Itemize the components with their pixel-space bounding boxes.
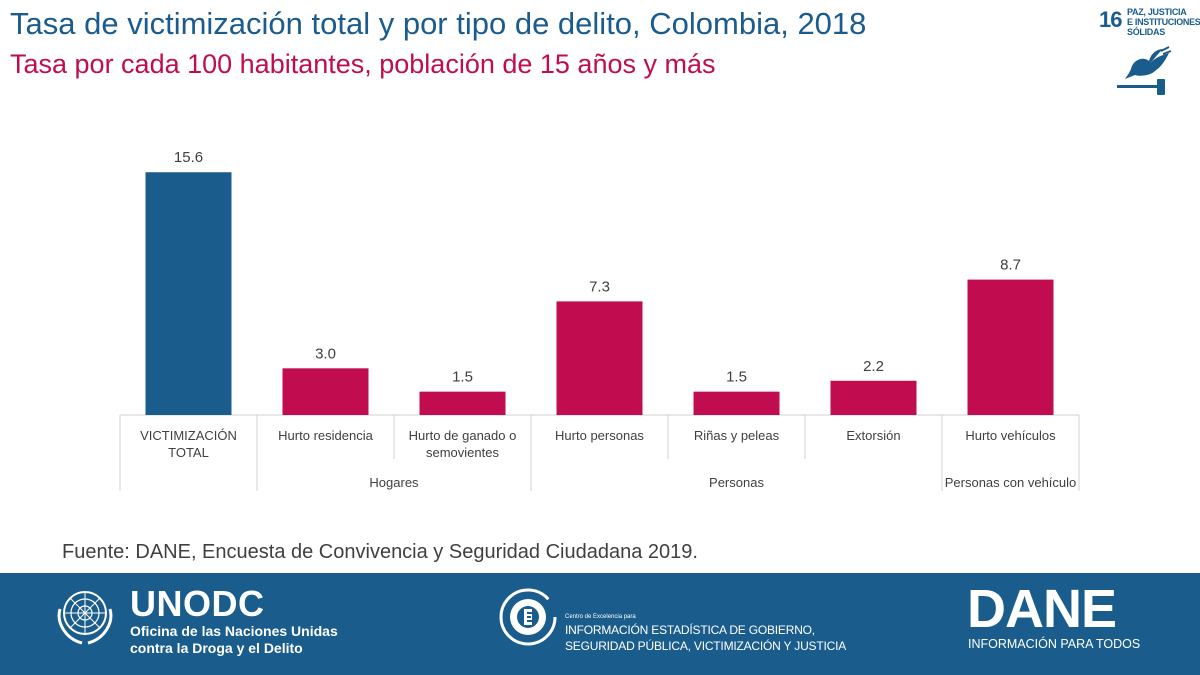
- chart-subtitle: Tasa por cada 100 habitantes, población …: [10, 49, 716, 79]
- dane-tagline: INFORMACIÓN PARA TODOS: [968, 637, 1141, 651]
- data-label: 3.0: [315, 345, 336, 362]
- center-line: INFORMACIÓN ESTADÍSTICA DE GOBIERNO,: [565, 623, 815, 637]
- data-label: 1.5: [452, 369, 473, 386]
- category-label: Hurto residencia: [278, 428, 373, 443]
- category-label: semovientes: [426, 445, 499, 460]
- data-label: 2.2: [863, 358, 884, 375]
- chart-title: Tasa de victimización total y por tipo d…: [10, 6, 867, 41]
- bar: [145, 172, 232, 415]
- category-label: Hurto personas: [555, 428, 644, 443]
- sdg-label-line: SÓLIDAS: [1127, 27, 1165, 37]
- footer-bar: UNODC Oficina de las Naciones Unidas con…: [0, 573, 1200, 675]
- data-label: 7.3: [589, 278, 610, 295]
- data-label: 15.6: [174, 149, 203, 166]
- sdg-label: PAZ, JUSTICIA E INSTITUCIONES SÓLIDAS: [1127, 7, 1200, 37]
- category-label: Hurto vehículos: [965, 428, 1056, 443]
- sdg-label-line: E INSTITUCIONES: [1127, 17, 1200, 27]
- bar-chart: 15.6 VICTIMIZACIÓN TOTAL 3.0 Hurto residenci…: [119, 149, 1080, 491]
- group-label: Hogares: [369, 475, 419, 490]
- sdg-label-line: PAZ, JUSTICIA: [1127, 7, 1187, 17]
- data-label: 1.5: [726, 369, 747, 386]
- category-label: Hurto de ganado o: [409, 428, 517, 443]
- category-label: TOTAL: [168, 445, 209, 460]
- bar: [556, 301, 643, 415]
- unodc-line: Oficina de las Naciones Unidas: [130, 623, 338, 639]
- category-label: VICTIMIZACIÓN: [140, 428, 237, 443]
- bar: [282, 368, 369, 415]
- source-note: Fuente: DANE, Encuesta de Convivencia y …: [62, 541, 698, 563]
- center-line: SEGURIDAD PÚBLICA, VICTIMIZACIÓN Y JUSTI…: [565, 639, 847, 653]
- category-label: Riñas y peleas: [694, 428, 780, 443]
- bar: [967, 279, 1054, 415]
- center-caption: Centro de Excelencia para: [565, 614, 636, 620]
- center-of-excellence-icon: [499, 588, 557, 646]
- group-label: Personas: [709, 475, 764, 490]
- category-label: Extorsión: [846, 428, 900, 443]
- bar: [419, 391, 506, 415]
- sdg-16-badge: 16 PAZ, JUSTICIA E INSTITUCIONES SÓLIDAS: [1097, 3, 1200, 98]
- data-label: 8.7: [1000, 257, 1021, 274]
- unodc-line: contra la Droga y el Delito: [130, 640, 303, 656]
- dove-gavel-icon: [1117, 46, 1172, 95]
- un-emblem-icon: [57, 591, 113, 645]
- bar: [693, 391, 780, 415]
- group-label: Personas con vehículo: [945, 475, 1077, 490]
- dane-wordmark: DANE: [967, 579, 1117, 639]
- sdg-number: 16: [1099, 7, 1123, 32]
- unodc-wordmark: UNODC: [130, 583, 265, 624]
- bar: [830, 380, 917, 415]
